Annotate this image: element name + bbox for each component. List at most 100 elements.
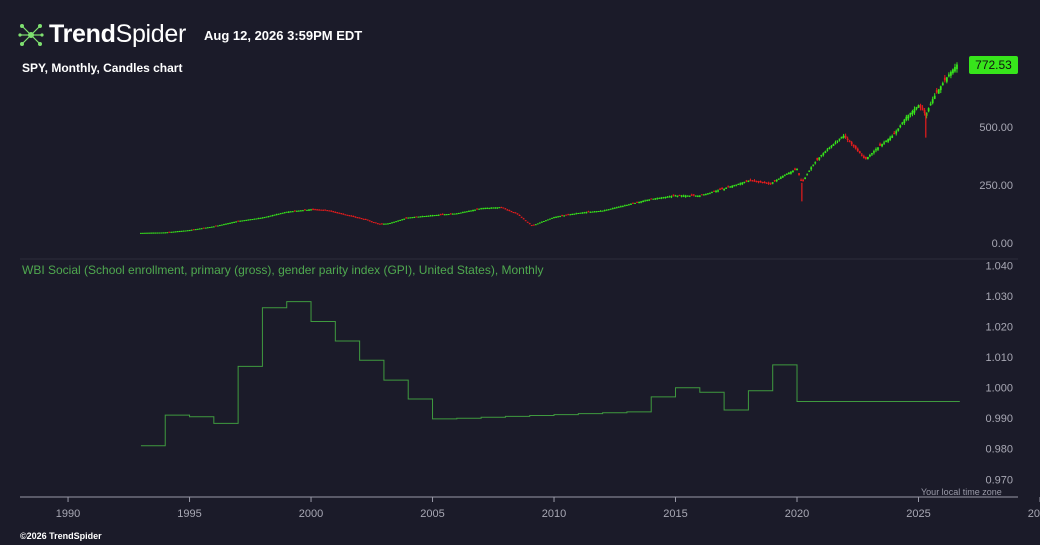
candle-body-29 [198,228,201,230]
candle-body-127 [397,220,399,222]
candle-body-236 [617,206,620,208]
candle-body-152 [447,214,450,216]
candle-body-291 [729,186,732,188]
candle-body-192 [528,223,531,225]
candle-body-0 [140,232,142,234]
candle-body-352 [852,144,855,147]
candle-body-148 [439,214,442,216]
candle-body-146 [435,214,438,216]
time-axis-tick-label-2: 2000 [299,508,323,520]
candle-body-235 [615,207,618,209]
candle-body-20 [180,230,183,232]
price-pane: 0.00 250.00 500.00 [20,62,1018,260]
candle-body-382 [913,109,916,113]
trendspider-spider-icon [18,23,44,46]
candle-body-328 [804,177,807,180]
candle-body-112 [366,219,369,221]
candle-body-292 [731,185,734,188]
candle-body-262 [670,196,673,198]
candle-body-140 [423,216,426,218]
candle-body-187 [518,214,521,216]
candle-body-220 [585,212,588,214]
candle-body-180 [504,208,507,210]
candle-body-349 [846,138,849,140]
candle-body-84 [310,209,312,211]
candle-body-381 [911,110,914,115]
candle-body-168 [480,208,483,210]
candle-body-197 [538,222,541,224]
candle-body-269 [684,195,687,197]
candle-body-333 [814,162,817,164]
candle-body-99 [340,213,343,215]
candle-body-134 [411,217,414,219]
time-axis-tick-label-3: 2005 [420,508,444,520]
candle-body-296 [739,183,742,185]
candle-body-88 [318,209,321,211]
candle-body-260 [666,196,669,198]
candle-body-272 [690,194,693,196]
candle-body-182 [508,210,511,212]
candle-body-357 [862,156,865,159]
candle-body-206 [557,216,559,218]
candle-body-348 [844,135,847,138]
candle-body-46 [233,221,235,223]
candle-body-214 [573,213,576,215]
candle-body-170 [484,208,487,210]
candle-body-248 [642,200,645,203]
candle-body-372 [893,132,896,135]
indicator-y-tick-label-1: 0.980 [985,444,1013,456]
candle-body-122 [387,223,389,225]
candle-body-373 [895,131,898,134]
candle-body-5 [150,232,152,234]
candle-body-402 [954,66,956,72]
candle-body-106 [354,216,357,218]
candle-body-48 [237,220,240,222]
candle-body-388 [925,112,928,116]
candle-body-93 [328,210,331,212]
candle-body-370 [889,137,892,140]
candle-body-203 [551,217,553,219]
time-axis-tick-label-1: 1995 [177,508,201,520]
candle-body-56 [253,218,256,220]
candle-body-205 [555,216,557,218]
candle-body-395 [939,86,942,91]
candle-body-308 [763,181,766,184]
candle-body-210 [565,214,568,216]
candle-body-17 [174,231,177,233]
candle-body-72 [285,211,288,213]
candle-body-315 [777,178,780,180]
candle-body-354 [856,148,859,151]
candle-body-91 [324,209,327,211]
candle-body-246 [638,201,640,204]
indicator-pane: 0.970 0.980 0.990 1.000 1.010 1.020 1.030 1.040 [140,261,1013,486]
candle-body-135 [413,217,416,219]
candle-body-116 [374,222,377,224]
candle-body-101 [344,214,347,216]
candle-body-174 [492,207,495,209]
candle-body-278 [702,194,705,196]
timezone-label[interactable]: Your local time zone [921,487,1002,497]
candle-body-237 [619,206,622,208]
candle-body-199 [542,220,545,222]
candle-body-319 [785,173,788,175]
candle-body-183 [510,211,513,213]
candle-body-141 [425,215,428,217]
candle-body-58 [257,218,260,220]
candle-body-332 [812,164,815,166]
candle-body-250 [646,200,649,202]
candle-body-265 [676,195,679,197]
candle-body-317 [781,176,784,178]
candle-body-186 [516,213,519,215]
candle-body-126 [395,221,397,223]
candle-body-293 [733,185,736,187]
candle-body-7 [154,232,157,234]
candle-body-98 [338,212,341,214]
indicator-y-tick-label-7: 1.040 [985,261,1013,273]
candle-body-211 [567,214,570,216]
candle-body-257 [660,197,663,199]
candle-body-219 [583,212,586,214]
candle-body-31 [202,227,205,229]
candle-body-105 [352,216,355,218]
candle-body-216 [577,212,580,214]
candle-body-351 [850,142,853,145]
